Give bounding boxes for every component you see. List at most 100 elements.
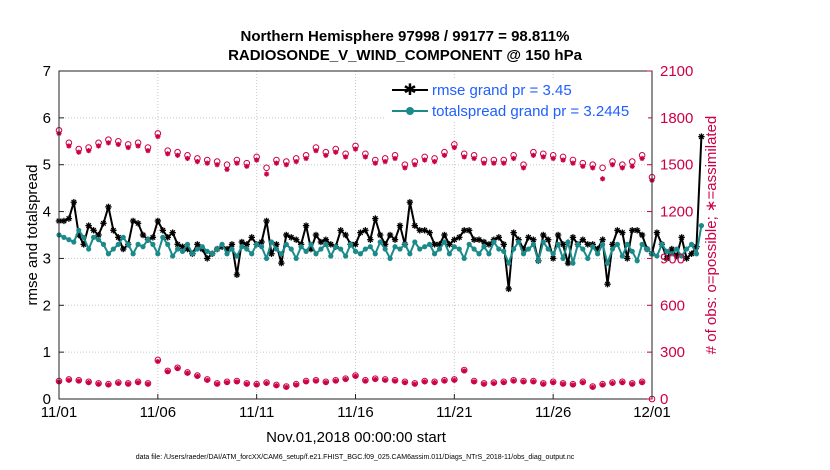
obs-assimilated-point <box>254 157 260 163</box>
spread-point <box>402 241 408 247</box>
obs-assimilated-point <box>145 381 151 387</box>
spread-point <box>244 246 250 252</box>
spread-point <box>659 241 665 247</box>
obs-assimilated-point <box>580 380 586 386</box>
y-left-tick-label: 7 <box>43 63 51 80</box>
obs-assimilated-point <box>372 160 378 166</box>
obs-assimilated-point <box>422 157 428 163</box>
rmse-point <box>614 227 621 234</box>
rmse-point <box>139 231 147 239</box>
spread-point <box>550 251 556 257</box>
spread-point <box>590 244 596 250</box>
spread-point <box>580 246 586 252</box>
spread-point <box>639 241 645 247</box>
obs-assimilated-point <box>343 154 349 160</box>
spread-point <box>239 244 245 250</box>
rmse-point <box>105 203 112 211</box>
obs-assimilated-point <box>184 370 191 376</box>
spread-point <box>555 241 561 247</box>
rmse-point <box>70 199 78 206</box>
spread-point <box>303 248 309 254</box>
rmse-point <box>465 227 473 234</box>
rmse-point <box>134 220 142 227</box>
spread-point <box>343 253 349 259</box>
spread-point <box>130 251 136 257</box>
obs-possible-point <box>599 164 606 172</box>
rmse-point <box>411 222 418 229</box>
obs-assimilated-point <box>590 165 596 171</box>
obs-assimilated-point <box>165 369 171 375</box>
obs-assimilated-point <box>639 380 645 386</box>
spread-point <box>669 251 675 257</box>
rmse-point <box>525 234 532 241</box>
legend-rmse-label: rmse grand pr = 3.45 <box>432 82 572 99</box>
legend-rmse-marker: ✱ <box>403 80 416 99</box>
obs-assimilated-point <box>362 154 368 160</box>
spread-point <box>165 241 171 247</box>
rmse-point <box>638 231 646 239</box>
rmse-point <box>263 217 270 225</box>
spread-point <box>446 251 452 257</box>
x-tick-label: 12/01 <box>633 404 671 421</box>
spread-point <box>501 248 507 254</box>
rmse-point <box>342 231 349 239</box>
rmse-point <box>85 222 92 229</box>
spread-point <box>140 244 146 250</box>
obs-assimilated-point <box>125 144 131 151</box>
obs-assimilated-point <box>323 380 329 386</box>
spread-point <box>688 241 695 247</box>
rmse-point <box>396 222 404 229</box>
spread-point <box>387 255 393 262</box>
rmse-point <box>120 245 127 253</box>
spread-point <box>599 241 606 247</box>
obs-assimilated-point <box>273 383 280 389</box>
spread-point <box>456 246 462 252</box>
spread-point <box>323 241 329 247</box>
obs-assimilated-point <box>481 160 487 166</box>
rmse-point <box>204 255 211 262</box>
rmse-point <box>169 229 176 236</box>
rmse-point <box>698 133 705 140</box>
obs-assimilated-point <box>422 379 428 385</box>
spread-point <box>382 246 388 252</box>
spread-point <box>422 244 428 250</box>
y-left-tick-label: 4 <box>43 204 51 221</box>
obs-assimilated-point <box>184 155 191 162</box>
obs-assimilated-point <box>333 378 339 384</box>
spread-point <box>268 239 275 245</box>
legend: ✱ rmse grand pr = 3.45 totalspread grand… <box>386 80 648 122</box>
spread-point <box>679 253 685 259</box>
rmse-point <box>470 236 478 243</box>
obs-assimilated-point <box>599 176 606 182</box>
obs-assimilated-point <box>204 377 210 383</box>
spread-point <box>486 251 492 257</box>
obs-assimilated-point <box>511 378 517 384</box>
obs-assimilated-point <box>343 376 349 383</box>
spread-point <box>461 255 467 262</box>
spread-point <box>352 248 359 254</box>
spread-point <box>278 251 284 257</box>
spread-point <box>392 244 398 250</box>
spread-point <box>372 251 378 257</box>
y-right-tick-label: 900 <box>660 250 685 267</box>
obs-assimilated-point <box>194 158 200 165</box>
spread-point <box>545 246 551 252</box>
x-tick-label: 11/06 <box>140 404 176 421</box>
data-file-footer: data file: /Users/raeder/DAI/ATM_forcXX/… <box>136 454 575 461</box>
x-axis-label: Nov.01,2018 00:00:00 start <box>266 429 447 446</box>
obs-assimilated-point <box>441 152 448 158</box>
spread-point <box>397 246 403 252</box>
obs-assimilated-point <box>165 151 171 157</box>
spread-point <box>263 255 270 262</box>
rmse-point <box>554 231 562 239</box>
rmse-point <box>485 241 493 248</box>
rmse-point <box>609 241 616 248</box>
obs-assimilated-point <box>194 373 200 379</box>
series-layer <box>55 127 705 403</box>
obs-assimilated-point <box>125 381 131 387</box>
spread-point <box>170 253 176 259</box>
rmse-point <box>317 238 325 246</box>
rmse-point <box>475 236 483 243</box>
rmse-point <box>367 236 374 243</box>
rmse-point <box>100 220 107 227</box>
